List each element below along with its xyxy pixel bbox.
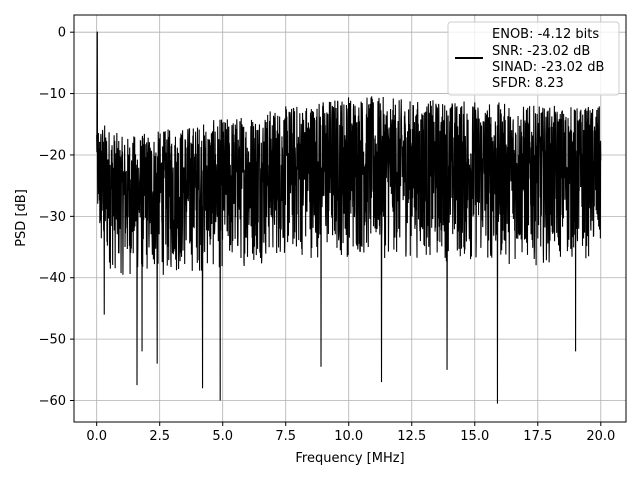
- x-tick-label: 17.5: [523, 429, 552, 444]
- x-tick-label: 7.5: [275, 429, 296, 444]
- x-tick-label: 2.5: [149, 429, 170, 444]
- plot-frame: [73, 14, 627, 423]
- legend: ENOB: -4.12 bits SNR: -23.02 dB SINAD: -…: [447, 21, 620, 96]
- x-tick-label: 20.0: [586, 429, 615, 444]
- y-tick-label: −30: [39, 210, 66, 225]
- y-tick-label: −60: [39, 394, 66, 409]
- y-tick-label: −50: [39, 333, 66, 348]
- x-tick-label: 0.0: [86, 429, 107, 444]
- x-tick-label: 15.0: [460, 429, 489, 444]
- series-line: [96, 31, 602, 404]
- y-axis-title: PSD [dB]: [14, 189, 29, 247]
- x-axis-title: Frequency [MHz]: [295, 451, 404, 466]
- y-tick-label: −40: [39, 271, 66, 286]
- legend-entry-enob: ENOB: -4.12 bits: [492, 27, 599, 42]
- legend-entry-sinad: SINAD: -23.02 dB: [492, 60, 604, 75]
- psd-trace: [96, 31, 602, 404]
- y-tick-label: −20: [39, 148, 66, 163]
- x-tick-label: 5.0: [212, 429, 233, 444]
- y-tick-label: −10: [39, 87, 66, 102]
- legend-box: [447, 21, 620, 96]
- legend-entry-sfdr: SFDR: 8.23: [492, 76, 564, 91]
- legend-entry-snr: SNR: -23.02 dB: [492, 44, 590, 59]
- x-tick-label: 10.0: [334, 429, 363, 444]
- y-tick-label: 0: [58, 26, 66, 41]
- ticks: 0.0 2.5 5.0 7.5 10.0 12.5 15.0 17.5 20.0 0 −10 −20 −…: [39, 26, 616, 444]
- x-tick-label: 12.5: [397, 429, 426, 444]
